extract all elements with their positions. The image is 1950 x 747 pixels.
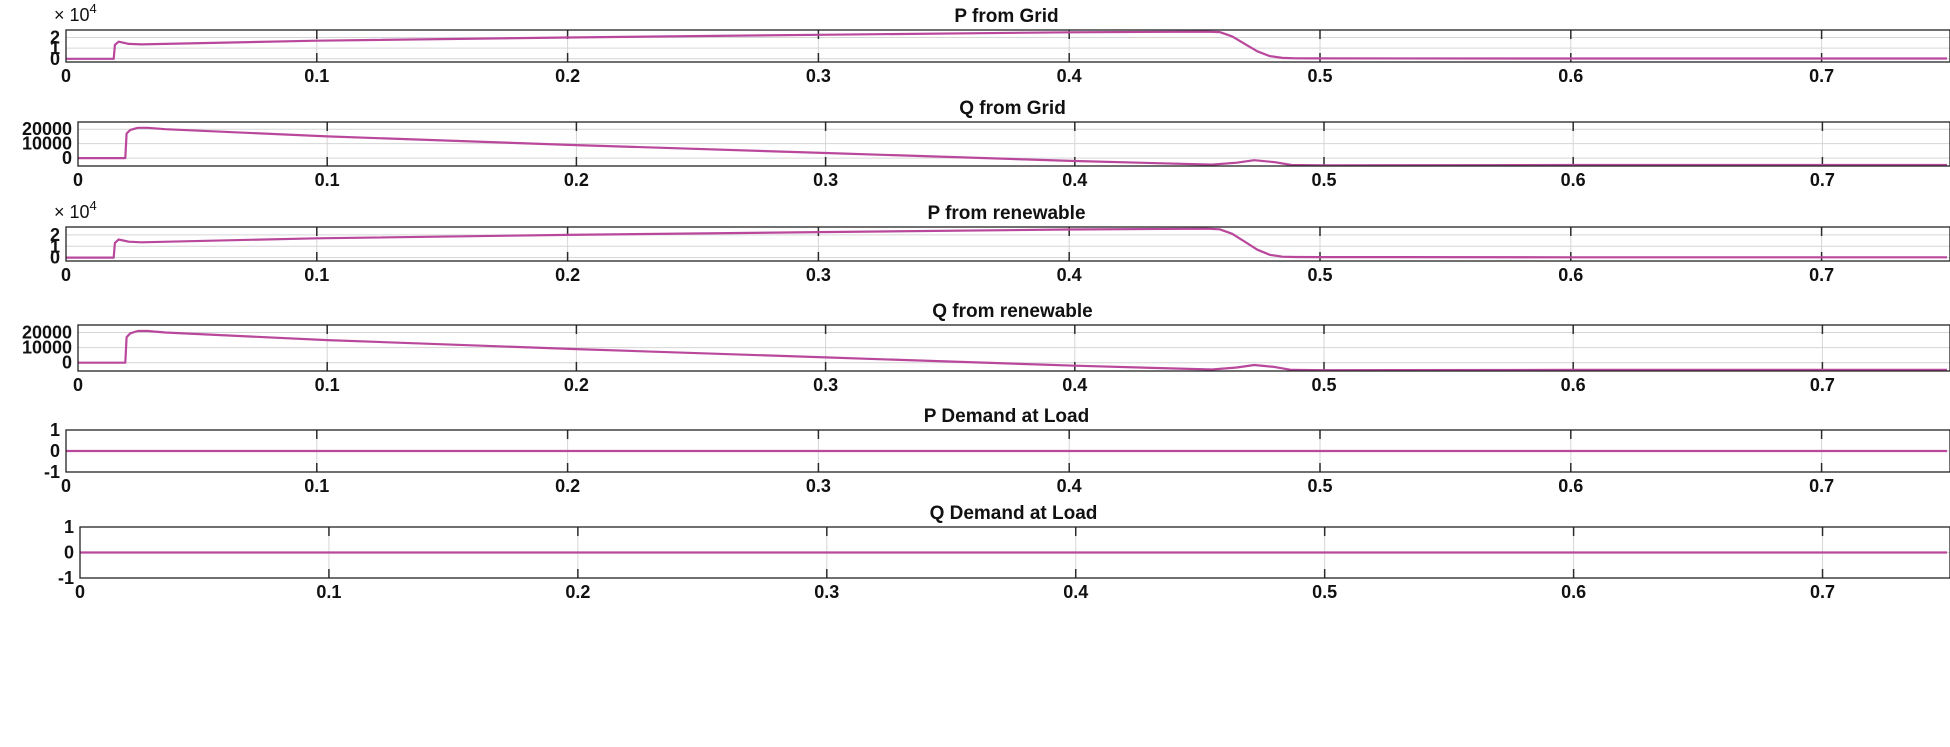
- x-tick-label: 0.5: [1311, 375, 1336, 395]
- series-line: [66, 30, 1947, 60]
- chart-title: Q Demand at Load: [930, 503, 1098, 524]
- y-tick-label: 0: [50, 248, 60, 268]
- y-tick-label: 0: [62, 353, 72, 373]
- y-tick-label: 0: [62, 148, 72, 168]
- x-tick-label: 0.6: [1561, 582, 1586, 602]
- x-tick-label: 0: [73, 375, 83, 395]
- x-tick-label: 0.3: [813, 170, 838, 190]
- plot-area: [66, 227, 1950, 261]
- x-tick-label: 0.1: [316, 582, 341, 602]
- axes-box: [65, 226, 1950, 262]
- y-tick-label: 20000: [22, 323, 72, 343]
- y-tick-label: 2: [50, 225, 60, 245]
- x-tick-label: 0.1: [304, 66, 329, 86]
- x-tick-label: 0.4: [1063, 582, 1088, 602]
- x-tick-label: 0.6: [1558, 476, 1583, 496]
- x-tick-label: 0.4: [1062, 170, 1087, 190]
- x-tick-label: 0.4: [1057, 476, 1082, 496]
- y-tick-label: -1: [44, 462, 60, 482]
- y-tick-label: 0: [50, 441, 60, 461]
- axes-box: [79, 526, 1950, 579]
- x-tick-label: 0.1: [304, 265, 329, 285]
- x-tick-label: 0.2: [564, 375, 589, 395]
- x-tick-label: 0.1: [304, 476, 329, 496]
- x-tick-label: 0.2: [564, 170, 589, 190]
- exponent-label: × 104: [54, 198, 97, 222]
- x-tick-label: 0.7: [1810, 170, 1835, 190]
- chart-title: Q from renewable: [932, 301, 1093, 322]
- y-tick-label: 1: [50, 420, 60, 440]
- chart-title: P Demand at Load: [924, 406, 1089, 427]
- y-tick-label: 2: [50, 27, 60, 47]
- x-tick-label: 0.7: [1810, 375, 1835, 395]
- chart-title: P from Grid: [954, 6, 1058, 27]
- x-tick-label: 0.6: [1561, 375, 1586, 395]
- x-tick-label: 0.4: [1057, 265, 1082, 285]
- axes-box: [65, 29, 1950, 63]
- y-tick-label: -1: [58, 568, 74, 588]
- x-tick-label: 0.5: [1307, 66, 1332, 86]
- axes-box: [65, 429, 1950, 473]
- x-tick-label: 0.3: [806, 265, 831, 285]
- x-tick-label: 0.5: [1307, 476, 1332, 496]
- x-tick-label: 0.3: [813, 375, 838, 395]
- y-tick-label: 10000: [22, 134, 72, 154]
- x-tick-label: 0.3: [806, 66, 831, 86]
- x-tick-label: 0.7: [1809, 476, 1834, 496]
- x-tick-label: 0.4: [1057, 66, 1082, 86]
- chart-title: Q from Grid: [959, 98, 1066, 119]
- x-tick-label: 0.1: [315, 375, 340, 395]
- x-tick-label: 0.7: [1809, 265, 1834, 285]
- x-tick-label: 0.1: [315, 170, 340, 190]
- y-tick-label: 1: [64, 517, 74, 537]
- x-tick-label: 0.2: [555, 476, 580, 496]
- y-tick-label: 1: [50, 38, 60, 58]
- axes-box: [77, 121, 1950, 167]
- series-line: [78, 126, 1947, 167]
- y-tick-label: 10000: [22, 338, 72, 358]
- x-tick-label: 0.3: [814, 582, 839, 602]
- x-tick-label: 0.7: [1810, 582, 1835, 602]
- series-line: [66, 227, 1947, 259]
- x-tick-label: 0.5: [1312, 582, 1337, 602]
- x-tick-label: 0.2: [565, 582, 590, 602]
- plot-area: [66, 30, 1950, 62]
- x-tick-label: 0.2: [555, 66, 580, 86]
- x-tick-label: 0.5: [1307, 265, 1332, 285]
- x-tick-label: 0: [61, 265, 71, 285]
- axes-box: [77, 324, 1950, 372]
- y-tick-label: 20000: [22, 119, 72, 139]
- exponent-label: × 104: [54, 1, 97, 25]
- x-tick-label: 0: [75, 582, 85, 602]
- x-tick-label: 0: [61, 66, 71, 86]
- x-tick-label: 0.7: [1809, 66, 1834, 86]
- x-tick-label: 0.4: [1062, 375, 1087, 395]
- x-tick-label: 0.6: [1558, 265, 1583, 285]
- y-tick-label: 1: [50, 236, 60, 256]
- x-tick-label: 0.6: [1561, 170, 1586, 190]
- x-tick-label: 0: [73, 170, 83, 190]
- x-tick-label: 0.6: [1558, 66, 1583, 86]
- x-tick-label: 0.5: [1311, 170, 1336, 190]
- y-tick-label: 0: [50, 49, 60, 69]
- series-line: [78, 329, 1947, 372]
- x-tick-label: 0.2: [555, 265, 580, 285]
- x-tick-label: 0: [61, 476, 71, 496]
- chart-title: P from renewable: [927, 203, 1085, 224]
- x-tick-label: 0.3: [806, 476, 831, 496]
- y-tick-label: 0: [64, 543, 74, 563]
